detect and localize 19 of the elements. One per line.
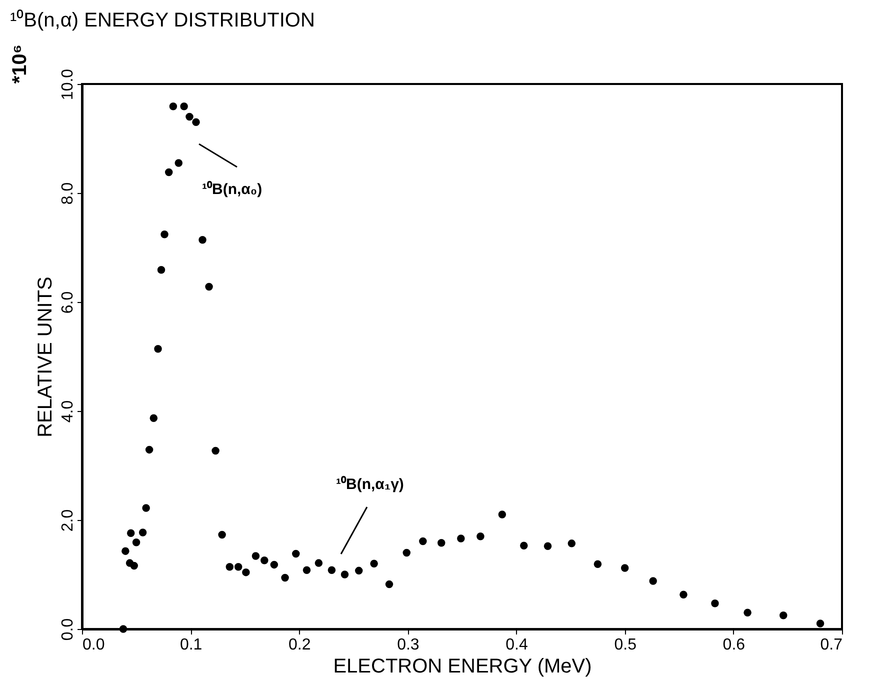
x-tick-label: 0.5 xyxy=(614,636,637,654)
y-axis-title: RELATIVE UNITS xyxy=(34,276,56,438)
x-tick-label: 0.6 xyxy=(722,636,746,654)
x-tick-label: 0.4 xyxy=(506,636,528,654)
x-axis-title: ELECTRON ENERGY (MeV) xyxy=(333,656,592,678)
chart-title: ¹⁰B(n,α) ENERGY DISTRIBUTION xyxy=(10,8,315,32)
x-tick-label: 0.7 xyxy=(820,636,843,654)
annotation: ¹⁰B(n,α₁γ) xyxy=(336,475,404,493)
x-tick-label: 0.3 xyxy=(397,636,420,654)
x-tick-label: 0.0 xyxy=(82,636,105,654)
x-tick-label: 0.2 xyxy=(288,636,311,654)
annotation: ¹⁰B(n,α₀) xyxy=(202,180,262,198)
y-tick-label: 6.0 xyxy=(60,291,76,314)
y-tick-label: 4.0 xyxy=(60,400,76,423)
text: *10⁶ xyxy=(9,44,31,84)
y-tick-label: 10.0 xyxy=(60,68,76,100)
x-tick-label: 0.1 xyxy=(180,636,202,654)
y-tick-label: 2.0 xyxy=(60,509,76,532)
y-tick-label: 8.0 xyxy=(60,182,76,205)
